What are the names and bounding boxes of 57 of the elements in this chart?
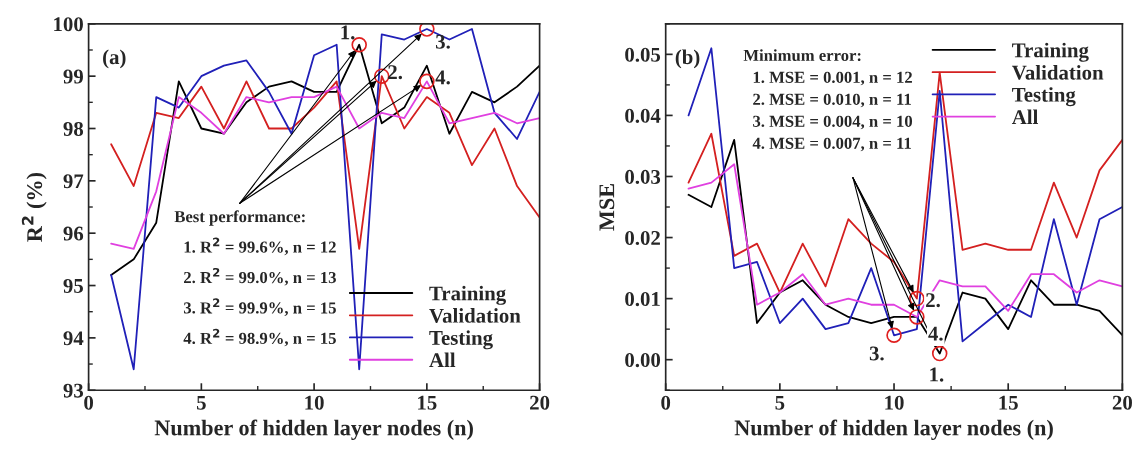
- x-tick-label: 15: [999, 395, 1018, 410]
- annotation: 4.: [435, 70, 450, 85]
- y-axis-title: MSE: [599, 184, 615, 231]
- annotation: 1. MSE = 0.001, n = 12: [753, 71, 912, 86]
- annotation: 3.: [869, 346, 884, 361]
- x-tick-label: 0: [661, 395, 671, 410]
- annotation: 2. MSE = 0.010, n = 11: [753, 93, 911, 108]
- y-axis-title: R$^{2}$ (%): [21, 172, 47, 242]
- x-tick-label: 10: [885, 395, 904, 410]
- y-tick-label: 96: [63, 226, 84, 241]
- y-tick-label: 0.03: [625, 169, 661, 185]
- y-tick-label: 0.05: [625, 47, 661, 62]
- legend-label: Validation: [1011, 65, 1104, 80]
- y-tick-label: 93: [63, 383, 84, 398]
- y-tick-label: 95: [63, 278, 83, 293]
- annotation: 1.: [341, 25, 355, 40]
- x-tick-label: 20: [530, 395, 550, 410]
- annotation: 3. MSE = 0.004, n = 10: [753, 115, 913, 130]
- legend-label: Training: [1012, 42, 1089, 62]
- annotation: 2.: [926, 293, 940, 308]
- y-tick-label: 0.02: [625, 230, 660, 246]
- y-tick-label: 97: [63, 174, 84, 189]
- annotation: 4.: [928, 326, 943, 341]
- x-tick-label: 5: [775, 395, 785, 410]
- x-tick-label: 20: [1112, 395, 1132, 410]
- annotation: 4. R$^{2}$ = 98.9%, n = 15: [183, 328, 336, 347]
- x-axis-title: Number of hidden layer nodes (n): [154, 419, 473, 440]
- y-tick-label: 98: [63, 121, 84, 136]
- legend-label: Testing: [429, 330, 493, 350]
- annotation: 1.: [930, 367, 944, 382]
- y-tick-label: 99: [63, 69, 83, 84]
- y-tick-label: 0.00: [625, 353, 661, 368]
- legend-label: All: [429, 352, 456, 368]
- annotation: 3.: [435, 34, 450, 49]
- annotation: 2.: [388, 65, 403, 80]
- y-tick-label: 0.04: [625, 108, 661, 123]
- legend-label: Validation: [429, 308, 521, 323]
- legend-label: All: [1011, 109, 1039, 124]
- point: [909, 290, 925, 307]
- legend-label: Testing: [1012, 87, 1076, 107]
- x-tick-label: 10: [305, 395, 324, 410]
- annotation: Best performance:: [174, 210, 305, 226]
- y-tick-label: 100: [54, 17, 83, 32]
- annotation: 2. R$^{2}$ = 99.0%, n = 13: [184, 267, 336, 286]
- y-tick-label: 94: [63, 331, 84, 346]
- legend-label: Training: [429, 285, 506, 305]
- annotation: 3. R$^{2}$ = 99.9%, n = 15: [183, 298, 336, 316]
- x-tick-label: 15: [418, 395, 437, 410]
- annotation: (a): [103, 49, 126, 69]
- y-tick-label: 0.01: [625, 291, 660, 307]
- x-tick-label: 5: [196, 395, 206, 410]
- annotation: (b): [675, 49, 700, 69]
- annotation: Minimum error:: [743, 49, 861, 62]
- x-tick-label: 0: [84, 395, 94, 410]
- annotation: 4. MSE = 0.007, n = 11: [752, 137, 911, 152]
- x-axis-title: Number of hidden layer nodes (n): [734, 419, 1053, 440]
- annotation: 1. R$^{2}$ = 99.6%, n = 12: [184, 237, 336, 256]
